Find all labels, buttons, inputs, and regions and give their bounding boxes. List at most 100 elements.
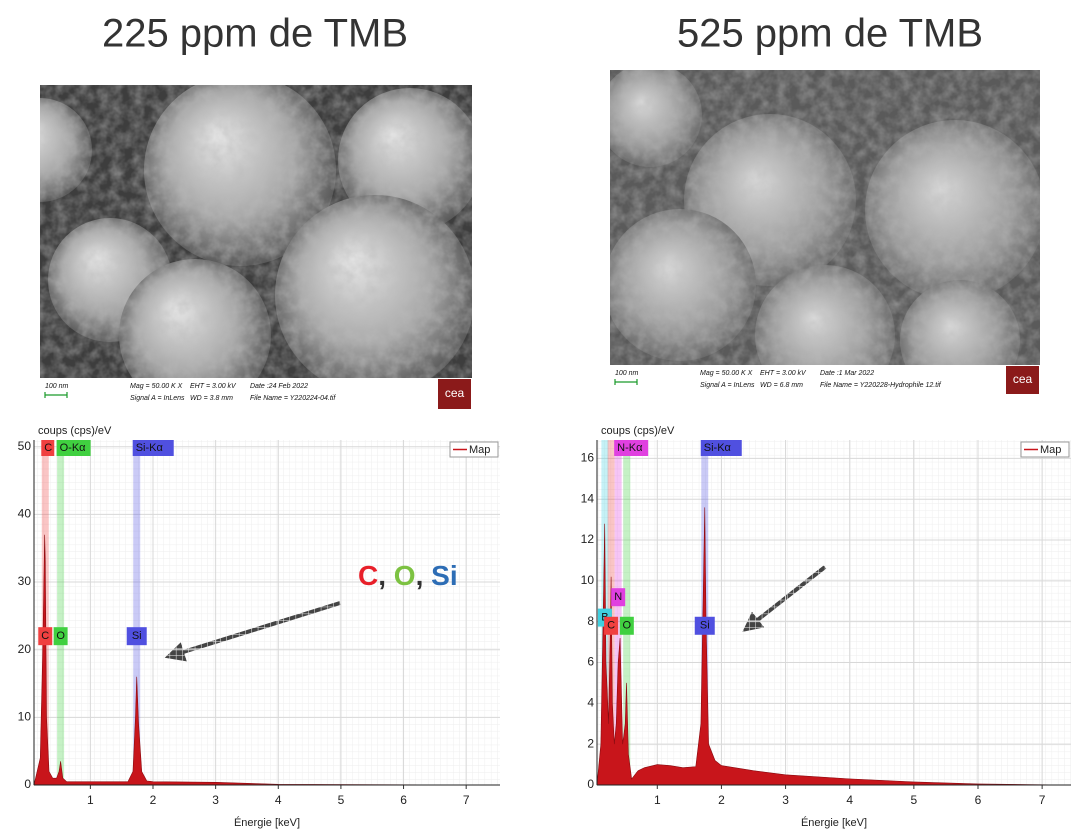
element-tag: C [41,630,49,642]
legend-label: Map [1040,444,1061,456]
scale-bar-label: 100 nm [615,370,639,377]
element-label-box [132,440,174,456]
element-tag: Si [132,630,142,642]
info-text: File Name = Y220228-Hydrophile 12.tif [820,382,942,389]
x-axis-label: Énergie [keV] [234,816,300,829]
element-tag: O [623,620,632,632]
legend-box [449,441,499,458]
element-tag: Si [700,620,710,632]
y-tick-label: 10 [581,573,595,587]
x-axis-label: Énergie [keV] [801,816,867,829]
x-tick-label: 1 [654,793,661,807]
element-tag-box [619,616,634,635]
x-tick-label: 7 [1039,793,1046,807]
x-tick-label: 3 [782,793,789,807]
element-band [623,440,631,785]
element-tag-box [53,627,68,646]
info-bar [610,365,1040,395]
element-label: C [44,442,52,454]
y-tick-label: 8 [587,614,594,628]
annotation: C, O, Si [358,560,458,591]
y-tick-label: 6 [587,655,594,669]
x-tick-label: 5 [911,793,918,807]
info-text: Date :24 Feb 2022 [250,383,308,390]
info-text: WD = 6.8 mm [760,382,803,389]
logo: cea [1013,372,1033,386]
logo-box [438,379,471,409]
element-label-box [700,440,742,456]
info-text: Date :1 Mar 2022 [820,370,874,377]
logo-box [1006,366,1039,394]
scale-bar-label: 100 nm [45,383,69,390]
element-label: Si-Kα [704,442,732,454]
x-tick-label: 1 [87,793,94,807]
element-tag: C [607,620,615,632]
scale-bar [614,379,638,385]
element-tag-box [38,627,53,646]
plot-background [597,440,1071,785]
plot-background [34,440,500,785]
legend-box [1020,441,1070,458]
x-tick-label: 6 [400,793,407,807]
element-tag-box [126,627,147,646]
y-tick-label: 2 [587,736,594,750]
y-tick-label: 12 [581,532,595,546]
x-tick-label: 3 [212,793,219,807]
y-axis-label: coups (cps)/eV [601,425,675,437]
info-text: Signal A = InLens [700,382,755,389]
element-label-box [614,440,649,456]
spectrum-area [33,534,501,786]
x-tick-label: 7 [463,793,470,807]
y-tick-label: 16 [581,451,595,465]
y-tick-label: 14 [581,491,595,505]
element-band [133,440,141,785]
info-text: Signal A = InLens [130,395,185,402]
y-tick-label: 30 [18,574,32,588]
info-text: WD = 3.8 mm [190,395,233,402]
x-tick-label: 4 [275,793,282,807]
element-tag-box [694,616,715,635]
x-tick-label: 4 [846,793,853,807]
annotation-part: , [378,560,394,591]
x-tick-label: 2 [150,793,157,807]
element-label: Si-Kα [136,442,164,454]
y-tick-label: 20 [18,642,32,656]
info-text: Mag = 50.00 K X [130,383,183,390]
x-tick-label: 2 [718,793,725,807]
annotation-part: Si [431,560,457,591]
y-tick-label: 4 [587,696,594,710]
legend-label: Map [469,444,490,456]
element-label-box [41,440,55,456]
y-axis-label: coups (cps)/eV [38,425,112,437]
sem-image [40,85,472,378]
y-tick-label: 0 [587,777,594,791]
element-label-box [56,440,91,456]
info-text: EHT = 3.00 kV [760,370,807,377]
element-tag: O [56,630,65,642]
element-tag-box [604,616,619,635]
element-tag-box [611,588,626,607]
element-band [614,440,622,785]
y-tick-label: 40 [18,507,32,521]
x-tick-label: 6 [975,793,982,807]
element-tag: N [614,591,622,603]
info-text: Mag = 50.00 K X [700,370,753,377]
annotation-part: , [416,560,432,591]
x-tick-label: 5 [338,793,345,807]
panel-title: 525 ppm de TMB [677,12,983,56]
annotation-part: C [358,560,378,591]
element-label: N-Kα [617,442,643,454]
sem-image [610,70,1040,365]
annotation-part: O [394,560,416,591]
scale-bar [44,392,68,398]
element-band [57,440,65,785]
y-tick-label: 50 [18,439,32,453]
info-bar [40,378,472,410]
logo: cea [445,386,465,400]
element-label: O-Kα [60,442,87,454]
panel-title: 225 ppm de TMB [102,12,408,56]
info-text: EHT = 3.00 kV [190,383,237,390]
info-text: File Name = Y220224-04.tif [250,395,336,402]
y-tick-label: 0 [24,777,31,791]
